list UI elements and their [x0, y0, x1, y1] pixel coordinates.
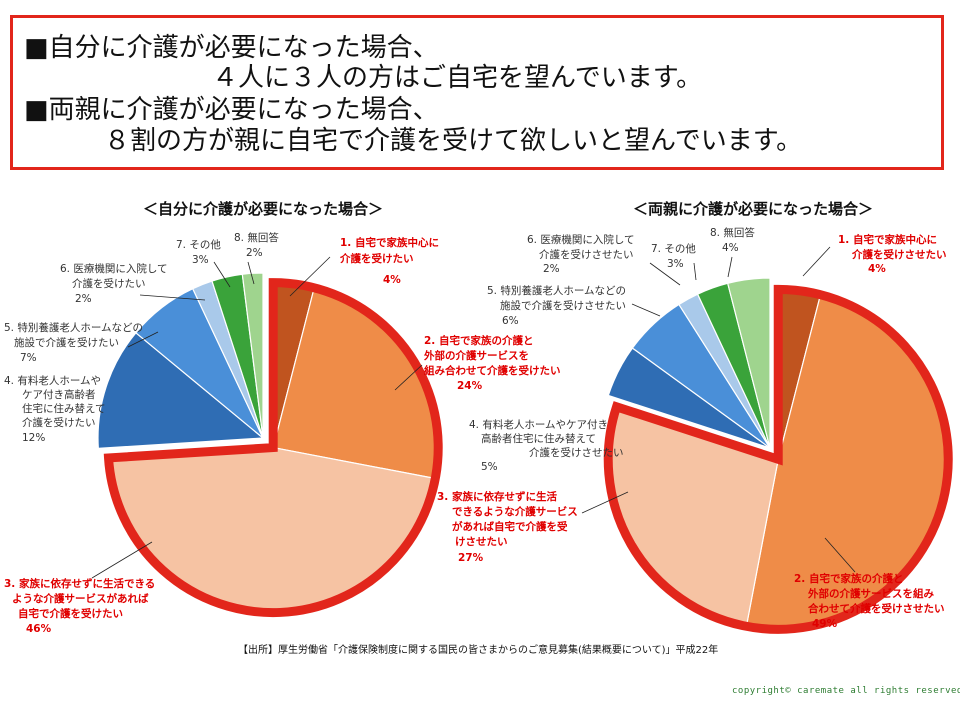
pie-1-label-4-line-4: 介護を受けたい	[22, 416, 96, 429]
pie-1-highlight-outline	[103, 278, 443, 618]
pie-1-label-3-line-2: ような介護サービスがあれば	[12, 592, 149, 605]
pie-2-label-3-line-3: があれば自宅で介護を受	[452, 520, 568, 533]
pie-1-slice-4	[97, 331, 265, 449]
pie-1-label-4-line-1: 4. 有料老人ホームや	[4, 374, 101, 387]
pie-2-label-4-line-1: 4. 有料老人ホームやケア付き	[469, 418, 608, 431]
pie-1-leader-5	[127, 331, 159, 348]
pie-1-label-2-line-2: 外部の介護サービスを	[423, 349, 529, 362]
pie-1-value-7: 3%	[192, 254, 209, 266]
pie-2-value-5: 6%	[502, 315, 519, 327]
pie-2-label-6-line-2: 介護を受けさせたい	[539, 248, 634, 261]
pie-2-label-4-line-2: 高齢者住宅に住み替えて	[481, 432, 596, 445]
pie-1-value-2: 24%	[457, 380, 483, 392]
pie-1-leader-3	[91, 541, 153, 579]
pie-2-leader-2	[824, 537, 856, 573]
pie-1-label-8-line-1: 8. 無回答	[234, 231, 279, 244]
source-note: 【出所】厚生労働省「介護保険制度に関する国民の皆さまからのご意見募集(結果概要に…	[238, 645, 719, 656]
headline-line-3: ■両親に介護が必要になった場合、	[24, 95, 439, 125]
pie-2-value-7: 3%	[667, 258, 684, 270]
headline-line-1: ■自分に介護が必要になった場合、	[24, 33, 439, 63]
pie-2-label-3-line-4: けさせたい	[455, 536, 508, 548]
pie-2-leader-6	[649, 262, 681, 286]
pie-2-label-1-line-2: 介護を受けさせたい	[851, 248, 947, 261]
pie-2-label-2-line-2: 外部の介護サービスを組み	[807, 587, 934, 600]
pie-1-label-5-line-2: 施設で介護を受けたい	[14, 336, 119, 349]
pie-2-leader-3	[581, 491, 629, 514]
pie-1-leader-1	[289, 256, 331, 297]
pie-1-label-6-line-1: 6. 医療機関に入院して	[60, 262, 168, 275]
pie-1-value-3: 46%	[26, 623, 52, 635]
pie-2-label-3-line-2: できるような介護サービス	[452, 505, 578, 518]
pie-2-label-6-line-1: 6. 医療機関に入院して	[527, 233, 635, 246]
pie-1-value-8: 2%	[246, 247, 263, 259]
pie-2-label-7-line-1: 7. その他	[651, 242, 696, 255]
pie-2-value-1: 4%	[868, 263, 886, 275]
pie-2-leader-8	[727, 256, 733, 278]
pie-1-slice-8	[241, 272, 264, 439]
pie-1-value-4: 12%	[22, 432, 45, 444]
pie-2-leader-7	[693, 262, 697, 281]
pie-2-slice-8	[726, 277, 771, 449]
pie-1-label-3-line-3: 自宅で介護を受けたい	[18, 607, 123, 620]
pie-1-label-3-line-1: 3. 家族に依存せずに生活できる	[4, 577, 155, 590]
pie-2-label-4-line-3: 介護を受けさせたい	[529, 446, 624, 459]
pie-2-label-2-line-1: 2. 自宅で家族の介護と	[794, 572, 903, 585]
pie-1-value-6: 2%	[75, 293, 92, 305]
pie-1-label-4-line-3: 住宅に住み替えて	[22, 402, 105, 415]
pie-2-value-4: 5%	[481, 461, 498, 473]
pie-2-label-1-line-1: 1. 自宅で家族中心に	[838, 233, 937, 246]
pie-1-label-6-line-2: 介護を受けたい	[72, 277, 146, 290]
pie-1-label-2-line-3: 組み合わせて介護を受けたい	[424, 364, 561, 377]
pie-1-leader-2	[394, 364, 423, 391]
pie-2-label-5-line-2: 施設で介護を受けさせたい	[500, 299, 626, 312]
pie-1-leader-8	[247, 261, 255, 285]
pie-1-value-1: 4%	[383, 274, 401, 286]
headline-line-2: ４人に３人の方はご自宅を望んでいます。	[212, 63, 703, 93]
pie-1-title: ＜自分に介護が必要になった場合＞	[143, 200, 383, 218]
headline-line-4: ８割の方が親に自宅で介護を受けて欲しいと望んでいます。	[104, 126, 803, 156]
pie-2-leader-5	[631, 303, 661, 317]
pie-2-highlight-outline	[603, 284, 953, 634]
pie-1-slice-3	[107, 446, 436, 614]
pie-1-label-5-line-1: 5. 特別養護老人ホームなどの	[4, 321, 143, 334]
pie-2-label-2-line-3: 合わせて介護を受けさせたい	[807, 602, 945, 615]
pie-1-value-5: 7%	[20, 352, 37, 364]
pie-1-label-1-line-2: 介護を受けたい	[339, 252, 414, 265]
pie-2-value-3: 27%	[458, 552, 484, 564]
pie-2-label-5-line-1: 5. 特別養護老人ホームなどの	[487, 284, 626, 297]
pie-2-value-8: 4%	[722, 242, 739, 254]
pie-1-leader-7	[213, 261, 231, 288]
pie-2-label-8-line-1: 8. 無回答	[710, 226, 755, 239]
pie-2-title: ＜両親に介護が必要になった場合＞	[633, 200, 873, 218]
pie-2-value-2: 49%	[812, 618, 838, 630]
headline-box	[10, 15, 944, 170]
pie-1-leader-6	[139, 294, 206, 301]
pie-2-leader-1	[802, 246, 831, 277]
pie-2-value-6: 2%	[543, 263, 560, 275]
pie-2-label-3-line-1: 3. 家族に依存せずに生活	[437, 490, 557, 503]
copyright: copyright© caremate all rights reserved.	[732, 686, 960, 696]
pie-1-label-4-line-2: ケア付き高齢者	[22, 388, 96, 401]
pie-1-label-1-line-1: 1. 自宅で家族中心に	[340, 236, 439, 249]
pie-1-label-2-line-1: 2. 自宅で家族の介護と	[424, 334, 533, 347]
pie-1-label-7-line-1: 7. その他	[176, 238, 221, 251]
